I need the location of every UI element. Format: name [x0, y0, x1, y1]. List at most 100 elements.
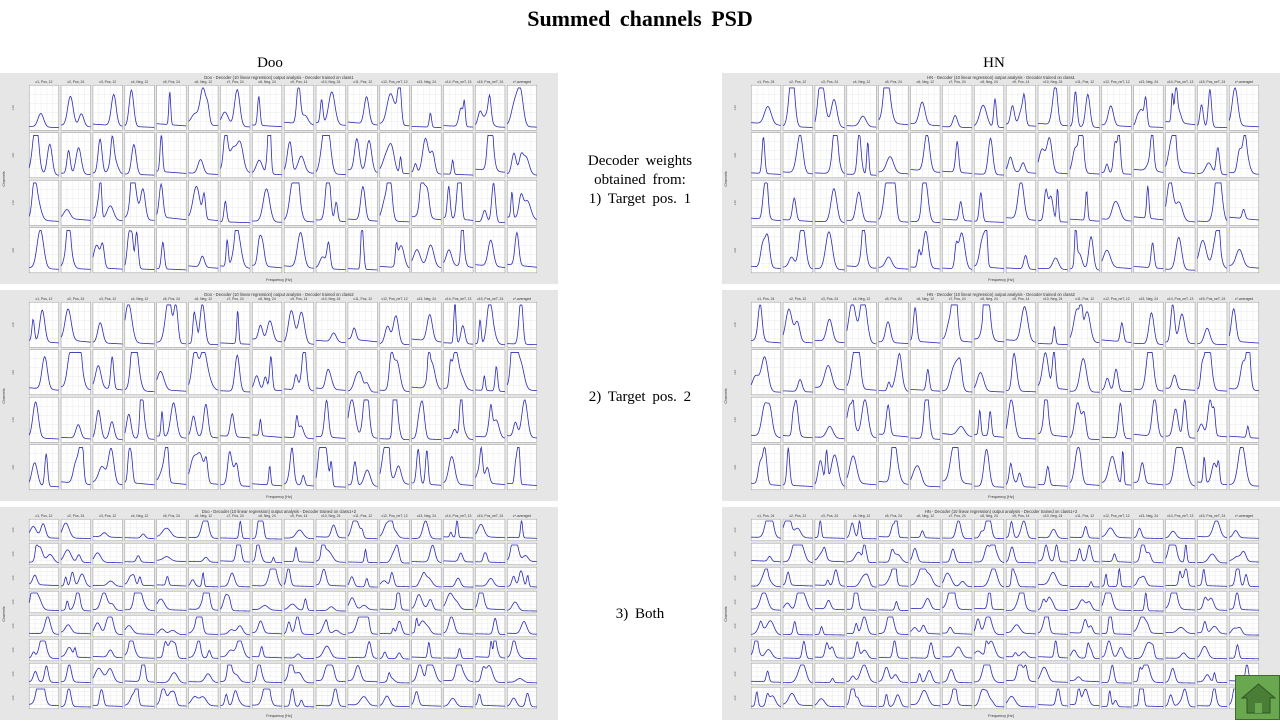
subplot-column-title: c4, Neg, 12 [131, 80, 148, 84]
psd-subplot [847, 591, 876, 613]
psd-subplot [1134, 519, 1163, 541]
psd-subplot [942, 85, 971, 130]
psd-subplot [380, 85, 409, 130]
row-axis-label: x10 [733, 695, 737, 700]
psd-subplot [751, 133, 780, 178]
psd-panel-hn-pos2: HN - Decoder (10 linear regression) outp… [722, 290, 1280, 501]
home-button[interactable] [1235, 675, 1280, 720]
psd-subplot [157, 350, 186, 395]
psd-subplot [1038, 133, 1067, 178]
psd-subplot [189, 397, 218, 442]
psd-subplot [974, 133, 1003, 178]
psd-subplot [220, 133, 249, 178]
subplot-column-title: c2, Pos, 12 [789, 297, 806, 301]
psd-subplot [507, 639, 536, 661]
psd-subplot [507, 543, 536, 565]
psd-subplot [61, 397, 90, 442]
subplot-column-title: c9, Pos, 14 [290, 514, 307, 518]
psd-subplot [220, 85, 249, 130]
psd-subplot [751, 350, 780, 395]
psd-subplot [284, 567, 313, 589]
psd-subplot [29, 519, 58, 541]
psd-subplot [1070, 567, 1099, 589]
psd-subplot [847, 639, 876, 661]
psd-subplot [751, 591, 780, 613]
psd-subplot [815, 567, 844, 589]
psd-subplot [189, 85, 218, 130]
psd-subplot [751, 302, 780, 347]
subplot-column-title: c12, Pos_neT, 12 [1103, 297, 1129, 301]
psd-subplot [157, 133, 186, 178]
psd-subplot [815, 445, 844, 490]
psd-subplot [1166, 397, 1195, 442]
psd-subplot [1070, 663, 1099, 685]
psd-subplot [189, 302, 218, 347]
psd-subplot [1134, 663, 1163, 685]
psd-subplot [93, 180, 122, 225]
psd-subplot [475, 687, 504, 709]
psd-subplot [942, 180, 971, 225]
psd-subplot [348, 445, 377, 490]
psd-subplot [189, 591, 218, 613]
subplot-column-title: c13, Neg, 24 [417, 80, 436, 84]
subplot-column-title: c8, Neg, 24 [980, 297, 997, 301]
psd-subplot [189, 180, 218, 225]
subplot-column-title: c5, Pos, 24 [885, 80, 902, 84]
psd-subplot [942, 663, 971, 685]
psd-subplot [29, 543, 58, 565]
subplot-column-title: c3, Pos, 12 [99, 297, 116, 301]
psd-subplot [29, 687, 58, 709]
row-axis-label: x10 [11, 647, 15, 652]
psd-subplot [1006, 397, 1035, 442]
psd-subplot [974, 663, 1003, 685]
figure-ylabel: Channels [2, 606, 6, 621]
row-axis-label: x10 [11, 465, 15, 470]
psd-subplot [220, 397, 249, 442]
psd-subplot [475, 663, 504, 685]
psd-subplot [1038, 85, 1067, 130]
psd-subplot [783, 519, 812, 541]
psd-subplot [1166, 228, 1195, 273]
psd-subplot [1166, 687, 1195, 709]
psd-subplot [348, 85, 377, 130]
psd-subplot [1038, 639, 1067, 661]
psd-subplot [1229, 591, 1258, 613]
psd-subplot [815, 591, 844, 613]
psd-subplot [189, 567, 218, 589]
psd-subplot [783, 85, 812, 130]
psd-subplot [1134, 687, 1163, 709]
figure-xlabel: Frequency [Hz] [988, 278, 1014, 282]
psd-subplot [879, 687, 908, 709]
psd-subplot [1166, 591, 1195, 613]
subplot-column-title: c1, Pos, 12 [35, 297, 52, 301]
row-axis-label: x10 [11, 575, 15, 580]
psd-subplot [284, 397, 313, 442]
psd-subplot [507, 663, 536, 685]
psd-subplot [29, 228, 58, 273]
subplot-column-title: c5, Pos, 24 [885, 297, 902, 301]
psd-subplot [751, 663, 780, 685]
psd-subplot [475, 615, 504, 637]
psd-subplot [348, 591, 377, 613]
psd-subplot [284, 543, 313, 565]
psd-subplot [93, 133, 122, 178]
psd-subplot [475, 591, 504, 613]
psd-subplot [879, 543, 908, 565]
figure-xlabel: Frequency [Hz] [266, 278, 292, 282]
psd-subplot [1134, 133, 1163, 178]
psd-subplot [444, 567, 473, 589]
psd-subplot [974, 591, 1003, 613]
psd-subplot [284, 302, 313, 347]
subplot-column-title: c6, Neg, 12 [195, 514, 212, 518]
psd-subplot [380, 519, 409, 541]
psd-subplot [507, 350, 536, 395]
column-label-left: Doo [210, 55, 330, 72]
psd-subplot [1229, 302, 1258, 347]
psd-subplot [1166, 663, 1195, 685]
psd-subplot [847, 445, 876, 490]
subplot-column-title: c13, Neg, 24 [1139, 514, 1158, 518]
psd-subplot [783, 591, 812, 613]
psd-subplot [1070, 445, 1099, 490]
psd-subplot [220, 687, 249, 709]
psd-subplot [974, 302, 1003, 347]
